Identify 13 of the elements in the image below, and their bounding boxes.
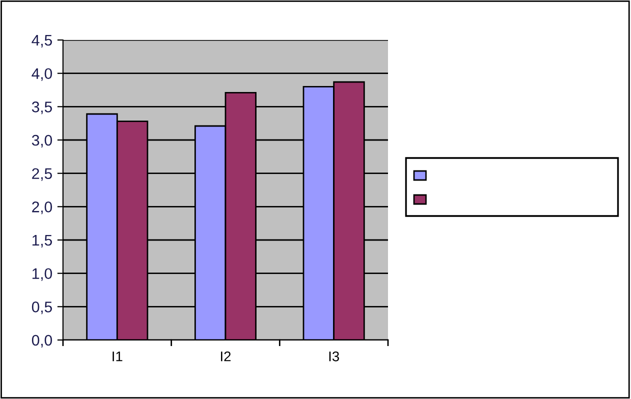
x-tick-label: I1 xyxy=(112,352,122,362)
y-tick-label: 4,5 xyxy=(32,35,52,48)
y-tick-label: 2,0 xyxy=(32,202,52,214)
y-tick-label: 1,0 xyxy=(32,268,52,281)
y-tick-label: 0,5 xyxy=(32,302,52,314)
y-tick-label: 3,5 xyxy=(32,102,52,114)
y-tick-label: 2,5 xyxy=(32,168,52,181)
y-tick-label: 3,0 xyxy=(32,134,52,148)
y-tick-label: 0,0 xyxy=(32,334,52,348)
x-tick-label: I2 xyxy=(220,351,231,362)
y-tick-label: 1,5 xyxy=(32,235,52,248)
y-tick-label: 4,0 xyxy=(32,68,52,81)
x-tick-label: I3 xyxy=(329,351,340,362)
